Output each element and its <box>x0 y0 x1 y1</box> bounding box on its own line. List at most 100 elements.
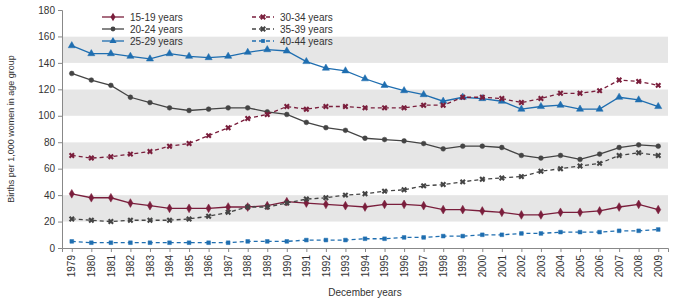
x-tick-label: 2006 <box>594 255 605 278</box>
series-marker <box>204 212 213 221</box>
x-tick-label: 1995 <box>379 255 390 278</box>
series-marker <box>380 103 389 112</box>
series-line <box>72 80 658 158</box>
series-marker <box>185 139 194 148</box>
series-marker <box>148 241 152 245</box>
series-line <box>72 194 658 215</box>
legend-item: 40-44 years <box>252 36 333 47</box>
series-marker <box>520 232 524 236</box>
x-tick-label: 1996 <box>399 255 410 278</box>
series-marker <box>341 191 350 200</box>
series-marker <box>517 98 526 107</box>
series-marker <box>165 142 174 151</box>
x-tick: 1984 <box>164 248 175 277</box>
x-tick: 1979 <box>66 248 77 277</box>
series-marker <box>126 150 135 159</box>
series-marker <box>598 230 602 234</box>
series-marker <box>127 52 134 58</box>
x-tick-label: 1993 <box>340 255 351 278</box>
series-marker <box>634 77 643 86</box>
series-marker <box>441 205 446 214</box>
series-marker <box>205 53 212 59</box>
x-tick-mark <box>130 248 131 252</box>
y-tick-mark <box>58 248 62 249</box>
series-marker <box>578 208 583 217</box>
series-marker <box>441 234 445 238</box>
series-marker <box>420 91 427 97</box>
series-marker <box>458 177 467 186</box>
series-marker <box>460 205 465 214</box>
x-tick-mark <box>619 248 620 252</box>
series-marker <box>68 42 75 48</box>
series-marker <box>460 144 465 149</box>
x-tick-mark <box>150 248 151 252</box>
x-tick: 1992 <box>321 248 332 277</box>
x-tick: 2007 <box>614 248 625 277</box>
series-marker <box>168 241 172 245</box>
x-tick: 2006 <box>594 248 605 277</box>
x-tick: 2008 <box>633 248 644 277</box>
series-marker <box>578 230 582 234</box>
series-marker <box>656 205 661 214</box>
x-tick-label: 1980 <box>86 255 97 278</box>
series-marker <box>146 147 155 156</box>
x-tick-mark <box>639 248 640 252</box>
series-marker <box>187 108 192 113</box>
x-tick-label: 2007 <box>614 255 625 278</box>
x-tick: 1986 <box>203 248 214 277</box>
x-tick-label: 1984 <box>164 255 175 278</box>
series-marker <box>500 233 504 237</box>
y-tick-mark <box>58 195 62 196</box>
y-tick: 0 <box>49 243 62 254</box>
y-tick: 180 <box>38 5 62 16</box>
series-marker <box>89 78 94 83</box>
x-tick: 1998 <box>438 248 449 277</box>
series-marker <box>480 207 485 216</box>
x-tick-mark <box>521 248 522 252</box>
series-marker <box>578 157 583 162</box>
series-marker <box>263 203 272 212</box>
series-marker <box>439 180 448 189</box>
y-tick: 40 <box>44 190 62 201</box>
series-marker <box>381 81 388 87</box>
series-marker <box>480 144 485 149</box>
series-marker <box>419 181 428 190</box>
series-marker <box>106 217 115 226</box>
x-tick: 2002 <box>516 248 527 277</box>
x-tick-mark <box>560 248 561 252</box>
series-marker <box>419 101 428 110</box>
series-marker <box>324 125 329 130</box>
series-marker <box>361 75 368 81</box>
series-marker <box>519 153 524 158</box>
legend-item: 20-24 years <box>102 24 183 35</box>
x-tick-mark <box>111 248 112 252</box>
series-marker <box>207 241 211 245</box>
series-marker <box>518 105 525 111</box>
series-marker <box>146 55 153 61</box>
series-marker <box>480 233 484 237</box>
legend-label: 25-29 years <box>130 36 183 47</box>
series-marker <box>478 175 487 184</box>
series-marker <box>128 199 133 208</box>
grid-band <box>62 10 668 36</box>
legend-label: 15-19 years <box>130 12 183 23</box>
y-tick-label: 100 <box>38 110 55 121</box>
x-tick-mark <box>189 248 190 252</box>
series-marker <box>303 57 310 63</box>
series-marker <box>655 102 662 108</box>
legend-label: 30-34 years <box>280 12 333 23</box>
y-tick-mark <box>58 10 62 11</box>
x-tick: 1996 <box>399 248 410 277</box>
x-tick-label: 1988 <box>242 255 253 278</box>
x-tick: 1989 <box>262 248 273 277</box>
series-marker <box>165 216 174 225</box>
series-marker <box>634 148 643 157</box>
series-marker <box>439 101 448 110</box>
series-marker <box>478 93 487 102</box>
legend-item: 30-34 years <box>252 12 333 23</box>
series-marker <box>595 159 604 168</box>
series-marker <box>224 208 233 217</box>
series-line <box>72 153 658 222</box>
x-tick: 2005 <box>575 248 586 277</box>
legend-marker <box>111 27 116 32</box>
